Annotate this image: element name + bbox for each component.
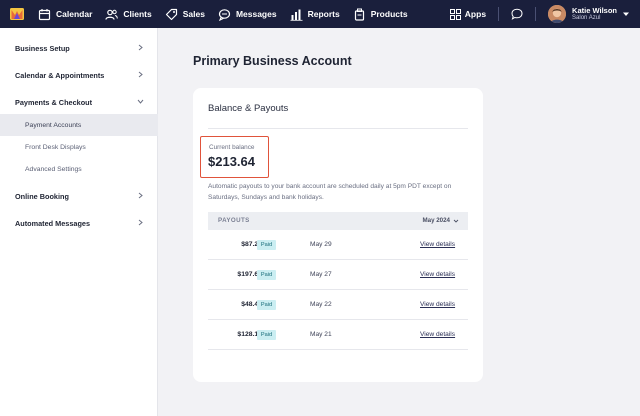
status-badge: Paid [257, 239, 276, 250]
month-select[interactable]: May 2024 [422, 217, 450, 224]
nav-sales-label: Sales [182, 9, 205, 19]
nav-right: Apps Katie Wilson Salon Azul [449, 0, 640, 28]
status-badge: Paid [257, 329, 276, 340]
apps-label: Apps [464, 9, 487, 19]
view-details-link[interactable]: View details [420, 271, 456, 278]
nav-reports[interactable]: Reports [290, 8, 340, 21]
calendar-icon [38, 8, 51, 20]
current-balance-box: Current balance $213.64 [200, 136, 269, 178]
logo-icon[interactable] [10, 7, 24, 21]
nav-messages[interactable]: Messages [218, 8, 277, 21]
nav-clients-label: Clients [123, 9, 152, 19]
table-row: $48.40 Paid May 22 View details [208, 290, 468, 320]
payout-date: May 29 [310, 241, 332, 248]
avatar[interactable] [548, 5, 567, 23]
sidebar-item-label: Business Setup [15, 43, 70, 53]
sidebar-item-payments-checkout[interactable]: Payments & Checkout [0, 91, 158, 113]
nav-clients[interactable]: Clients [105, 8, 152, 21]
status-badge: Paid [257, 299, 276, 310]
nav-divider-2 [535, 7, 537, 21]
user-name: Katie Wilson [572, 5, 617, 15]
status-badge: Paid [257, 269, 276, 280]
payout-date: May 27 [310, 271, 332, 278]
chevron-down-icon [137, 99, 144, 104]
chevron-down-icon[interactable] [453, 218, 459, 224]
payout-date: May 22 [310, 301, 332, 308]
chat-icon[interactable] [511, 8, 523, 20]
table-row: $87.28 Paid May 29 View details [208, 230, 468, 260]
payout-schedule-text: Automatic payouts to your bank account a… [208, 183, 452, 201]
payout-amount: $128.10 [237, 331, 262, 338]
chevron-right-icon [138, 44, 143, 51]
balance-card: Balance & Payouts Current balance $213.6… [193, 88, 483, 382]
page-title: Primary Business Account [193, 54, 352, 68]
payouts-header: PAYOUTS May 2024 [208, 212, 468, 230]
table-row: $197.60 Paid May 27 View details [208, 260, 468, 290]
sidebar-item-label: Payments & Checkout [15, 97, 93, 107]
view-details-link[interactable]: View details [420, 301, 456, 308]
balance-value: $213.64 [208, 154, 255, 169]
sidebar-subitem-label: Advanced Settings [25, 165, 82, 173]
sidebar-subitem-advanced-settings[interactable]: Advanced Settings [0, 158, 158, 180]
caret-down-icon[interactable] [622, 10, 630, 18]
sidebar-subitem-payment-accounts[interactable]: Payment Accounts [0, 114, 158, 136]
sidebar-item-label: Calendar & Appointments [15, 70, 105, 80]
message-icon [218, 8, 231, 21]
nav-reports-label: Reports [307, 9, 340, 19]
sidebar-item-business-setup[interactable]: Business Setup [0, 37, 158, 59]
payout-amount: $197.60 [237, 271, 262, 278]
sidebar-subitem-front-desk-displays[interactable]: Front Desk Displays [0, 136, 158, 158]
table-row: $128.10 Paid May 21 View details [208, 320, 468, 350]
payouts-header-label: PAYOUTS [218, 217, 250, 224]
view-details-link[interactable]: View details [420, 331, 456, 338]
nav-messages-label: Messages [235, 9, 277, 19]
avatar-icon [548, 5, 567, 23]
chevron-right-icon [138, 219, 143, 226]
sidebar-item-automated-messages[interactable]: Automated Messages [0, 212, 158, 234]
chevron-right-icon [138, 71, 143, 78]
chevron-right-icon [138, 192, 143, 199]
sidebar-subitem-label: Payment Accounts [25, 121, 82, 129]
sidebar-subitem-label: Front Desk Displays [25, 143, 86, 151]
sidebar-item-online-booking[interactable]: Online Booking [0, 185, 158, 207]
payout-amount: $48.40 [241, 301, 262, 308]
apps-button[interactable]: Apps [449, 8, 487, 20]
tag-icon [165, 8, 177, 20]
user-subtitle: Salon Azul [572, 14, 601, 21]
user-block[interactable]: Katie Wilson Salon Azul [572, 7, 617, 21]
sidebar-item-calendar-appointments[interactable]: Calendar & Appointments [0, 64, 158, 86]
chart-icon [290, 9, 303, 21]
top-nav: Calendar Clients Sales Messages Reports … [0, 0, 640, 28]
card-divider [208, 128, 468, 129]
nav-products[interactable]: Products [353, 8, 408, 21]
nav-products-label: Products [370, 9, 408, 19]
nav-calendar[interactable]: Calendar [38, 8, 92, 21]
balance-label: Current balance [209, 144, 255, 151]
nav-calendar-label: Calendar [56, 9, 93, 19]
view-details-link[interactable]: View details [420, 241, 456, 248]
card-title: Balance & Payouts [208, 103, 289, 114]
sidebar-item-label: Automated Messages [15, 218, 91, 228]
nav-divider [498, 7, 500, 21]
payout-date: May 21 [310, 331, 332, 338]
nav-sales[interactable]: Sales [165, 8, 205, 21]
sidebar-item-label: Online Booking [15, 191, 69, 201]
clients-icon [105, 9, 119, 20]
products-icon [354, 8, 364, 21]
grid-icon [449, 8, 461, 20]
payout-amount: $87.28 [241, 241, 262, 248]
sidebar: Business Setup Calendar & Appointments P… [0, 28, 158, 416]
